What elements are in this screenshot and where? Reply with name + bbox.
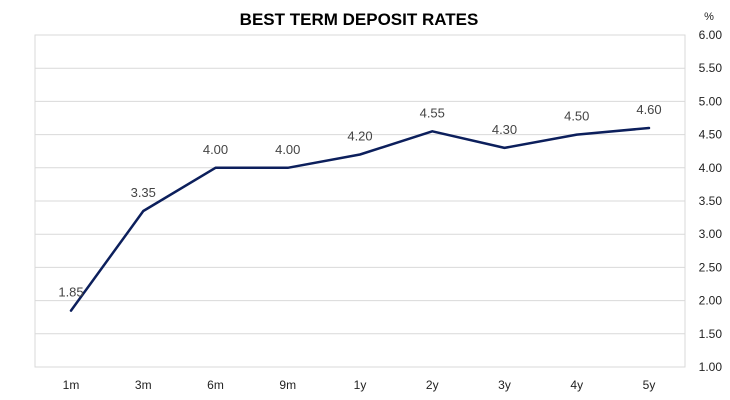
x-tick-label: 3m <box>135 378 152 392</box>
x-tick-label: 1m <box>63 378 80 392</box>
y-tick-label: 4.50 <box>699 128 723 142</box>
x-tick-label: 6m <box>207 378 224 392</box>
x-tick-label: 3y <box>498 378 511 392</box>
y-tick-label: 3.50 <box>699 194 723 208</box>
gridlines <box>35 34 685 368</box>
data-label: 4.55 <box>420 105 445 120</box>
x-tick-label: 9m <box>279 378 296 392</box>
x-tick-label: 5y <box>643 378 656 392</box>
data-label: 4.20 <box>347 129 372 144</box>
data-label: 1.85 <box>58 285 83 300</box>
data-label: 4.00 <box>275 142 300 157</box>
data-labels: 1.85 3.35 4.00 4.00 4.20 4.55 4.30 4.50 4.60 <box>58 102 661 300</box>
data-label: 4.50 <box>564 109 589 124</box>
x-tick-label: 4y <box>570 378 583 392</box>
y-tick-label: 2.00 <box>699 294 723 308</box>
y-tick-label: 4.00 <box>699 161 723 175</box>
data-label: 3.35 <box>131 185 156 200</box>
y-tick-label: 1.00 <box>699 360 723 374</box>
y-tick-label: 1.50 <box>699 327 723 341</box>
y-tick-label: 6.00 <box>699 28 723 42</box>
data-label: 4.30 <box>492 122 517 137</box>
y-tick-label: 5.50 <box>699 61 723 75</box>
data-label: 4.00 <box>203 142 228 157</box>
plot-frame <box>34 34 686 368</box>
x-tick-label: 2y <box>426 378 439 392</box>
y-axis-unit: % <box>704 11 714 23</box>
x-axis-ticks: 1m 3m 6m 9m 1y 2y 3y 4y 5y <box>63 378 656 392</box>
data-label: 4.60 <box>636 102 661 117</box>
chart-title: BEST TERM DEPOSIT RATES <box>240 10 479 29</box>
y-tick-label: 2.50 <box>699 260 723 274</box>
x-tick-label: 1y <box>354 378 367 392</box>
y-axis-ticks: 1.00 1.50 2.00 2.50 3.00 3.50 4.00 4.50 5.00 5.50… <box>699 28 723 374</box>
y-tick-label: 3.00 <box>699 227 723 241</box>
series-line <box>69 126 651 312</box>
y-tick-label: 5.00 <box>699 94 723 108</box>
